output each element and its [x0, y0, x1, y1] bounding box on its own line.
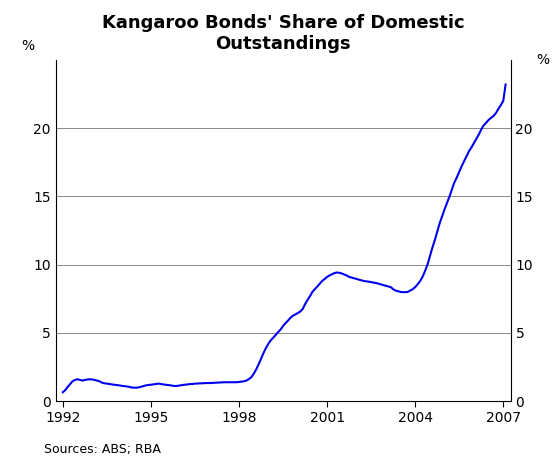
- Y-axis label: %: %: [536, 53, 549, 67]
- Y-axis label: %: %: [22, 39, 35, 53]
- Title: Kangaroo Bonds' Share of Domestic
Outstandings: Kangaroo Bonds' Share of Domestic Outsta…: [102, 14, 465, 53]
- Text: Sources: ABS; RBA: Sources: ABS; RBA: [44, 443, 162, 456]
